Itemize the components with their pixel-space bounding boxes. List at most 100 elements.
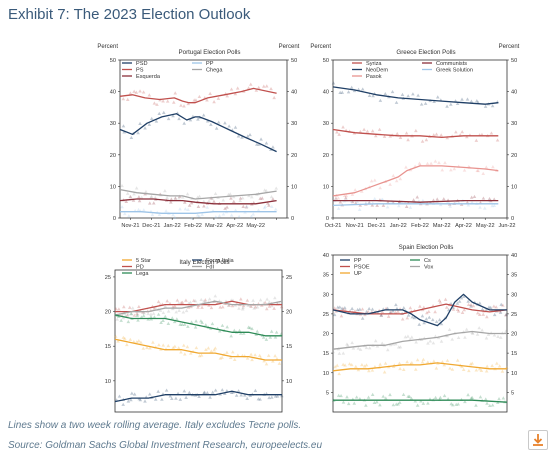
poll-point <box>433 395 438 399</box>
poll-point <box>210 196 215 201</box>
y-tick-label-right: 10 <box>511 371 517 377</box>
poll-point <box>258 196 263 200</box>
legend-label: PD <box>136 265 144 271</box>
poll-point <box>229 87 234 91</box>
poll-point <box>477 312 482 316</box>
poll-point <box>240 135 244 139</box>
poll-point <box>248 82 253 86</box>
series-line-syriza <box>332 128 499 139</box>
poll-point <box>260 196 265 200</box>
y-tick-label-right: 30 <box>511 121 517 127</box>
poll-point <box>360 307 365 311</box>
poll-point <box>218 356 223 360</box>
poll-point <box>161 343 166 347</box>
poll-point <box>274 186 279 190</box>
poll-point <box>179 350 183 354</box>
poll-point <box>226 192 231 196</box>
x-tick-label: Feb-22 <box>411 223 429 229</box>
poll-point <box>225 205 229 209</box>
poll-point <box>341 351 346 355</box>
poll-point <box>408 205 413 209</box>
poll-point <box>358 307 362 311</box>
poll-point <box>429 161 433 165</box>
poll-point <box>177 116 181 121</box>
poll-point <box>204 347 208 352</box>
legend-label: Forza Italia <box>206 258 235 264</box>
poll-point <box>165 195 169 199</box>
poll-point <box>457 299 462 303</box>
poll-point <box>475 311 480 315</box>
poll-point <box>358 129 363 134</box>
poll-point <box>226 303 231 307</box>
poll-point <box>196 204 201 208</box>
poll-point <box>350 192 355 196</box>
poll-point <box>501 396 506 400</box>
poll-point <box>504 365 509 369</box>
poll-point <box>143 399 147 403</box>
x-tick-label: Jan-22 <box>390 223 407 229</box>
poll-point <box>241 305 245 310</box>
poll-point <box>186 207 190 211</box>
y-tick-label-left: 40 <box>323 90 329 96</box>
poll-point <box>171 100 176 104</box>
poll-point <box>173 196 178 200</box>
poll-point <box>117 394 122 398</box>
poll-point <box>444 305 449 309</box>
poll-point <box>339 314 344 318</box>
poll-point <box>122 211 127 216</box>
poll-point <box>487 196 492 201</box>
poll-point <box>460 364 464 369</box>
poll-point <box>420 314 425 318</box>
poll-point <box>132 392 137 396</box>
poll-point <box>262 188 267 192</box>
poll-point <box>253 388 258 392</box>
poll-point <box>197 194 202 198</box>
poll-point <box>248 303 253 308</box>
poll-point <box>189 201 194 205</box>
poll-point <box>391 309 395 313</box>
poll-point <box>421 357 426 361</box>
poll-point <box>232 199 236 204</box>
poll-point <box>141 310 145 314</box>
y-tick-label-right: 20 <box>291 153 297 159</box>
legend-label: 5 Star <box>136 258 151 264</box>
poll-point <box>400 317 405 321</box>
poll-point <box>261 301 266 305</box>
poll-point <box>142 208 146 212</box>
poll-point <box>497 397 501 401</box>
poll-point <box>180 300 185 304</box>
poll-point <box>405 360 409 364</box>
poll-point <box>396 402 400 406</box>
poll-point <box>161 318 165 323</box>
poll-point <box>142 311 147 315</box>
poll-point <box>136 318 140 322</box>
poll-point <box>480 132 484 136</box>
poll-point <box>469 396 474 400</box>
poll-point <box>141 346 146 350</box>
poll-point <box>471 303 476 308</box>
poll-point <box>341 400 346 404</box>
poll-point <box>180 322 185 326</box>
poll-point <box>245 298 250 302</box>
poll-point <box>194 319 198 323</box>
poll-point <box>492 197 497 201</box>
series-line-pasok <box>332 165 499 197</box>
poll-point <box>258 298 263 302</box>
poll-point <box>129 311 133 315</box>
legend-label: Cs <box>424 258 431 264</box>
poll-point <box>415 195 420 199</box>
poll-point <box>350 340 354 345</box>
series-line-psd <box>119 113 277 153</box>
poll-point <box>241 204 246 208</box>
poll-point <box>481 171 486 175</box>
poll-point <box>239 393 243 397</box>
poll-point <box>448 204 452 208</box>
poll-point <box>489 131 494 135</box>
poll-point <box>116 339 120 343</box>
poll-point <box>149 315 153 319</box>
poll-point <box>165 99 170 103</box>
download-icon[interactable] <box>528 430 548 450</box>
poll-point <box>465 200 470 204</box>
poll-point <box>255 329 260 333</box>
poll-point <box>404 204 409 209</box>
